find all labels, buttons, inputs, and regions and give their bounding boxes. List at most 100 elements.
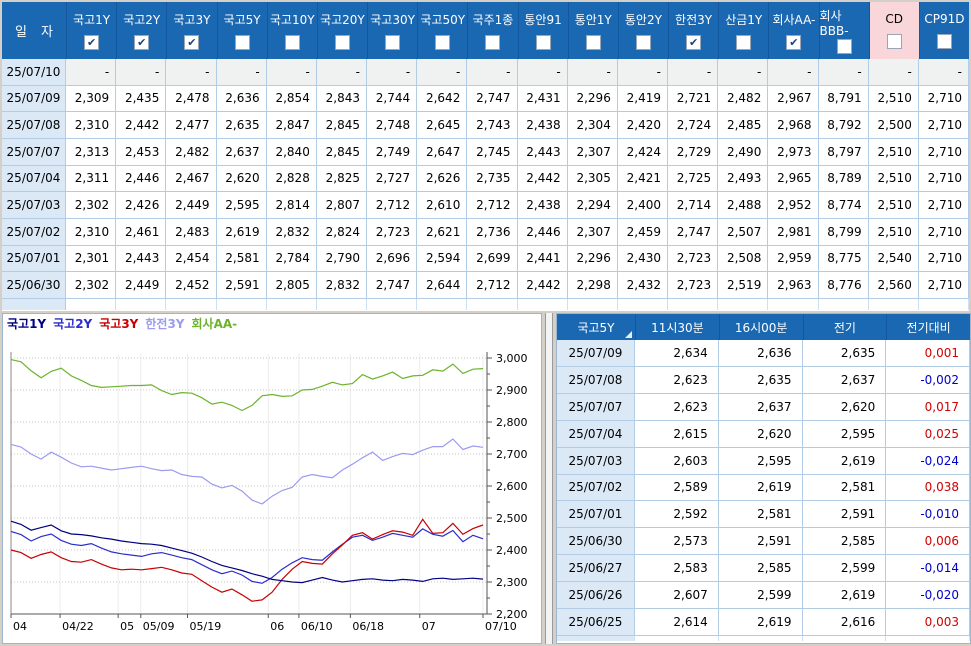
column-header-2[interactable]: 국고3Y ✔: [166, 2, 216, 59]
detail-row[interactable]: 25/07/04 2,615 2,620 2,595 0,025: [557, 420, 970, 448]
column-checkbox-4[interactable]: [284, 34, 300, 50]
detail-row[interactable]: 25/06/26 2,607 2,599 2,619 -0,020: [557, 582, 970, 610]
column-checkbox-1[interactable]: ✔: [134, 34, 150, 50]
rate-value: 2,647: [417, 138, 468, 165]
column-header-3[interactable]: 국고5Y: [216, 2, 267, 59]
strip-cell: [718, 299, 769, 310]
svg-text:07/10: 07/10: [485, 620, 517, 633]
table-row[interactable]: 25/07/02 2,310 2,461 2,483 2,619 2,832 2,824 2,…: [2, 218, 969, 246]
rate-value: 2,490: [718, 138, 769, 165]
column-checkbox-11[interactable]: [635, 34, 651, 50]
column-checkbox-2[interactable]: ✔: [184, 34, 200, 50]
detail-change: -0,014: [886, 555, 970, 582]
detail-1130: 2,603: [635, 447, 719, 474]
table-row[interactable]: 25/07/09 2,309 2,435 2,478 2,636 2,854 2,843 2,…: [2, 85, 969, 113]
rate-value: 8,789: [819, 165, 869, 192]
column-checkbox-0[interactable]: ✔: [84, 34, 100, 50]
detail-row[interactable]: 25/06/27 2,583 2,585 2,599 -0,014: [557, 555, 970, 583]
detail-date: 25/07/03: [557, 447, 635, 474]
column-header-5[interactable]: 국고20Y: [316, 2, 367, 59]
column-header-17[interactable]: CP91D: [918, 2, 969, 59]
detail-row[interactable]: 25/07/07 2,623 2,637 2,620 0,017: [557, 393, 970, 421]
table-row[interactable]: 25/07/01 2,301 2,443 2,454 2,581 2,784 2,790 2,…: [2, 245, 969, 273]
detail-row[interactable]: 25/07/02 2,589 2,619 2,581 0,038: [557, 474, 970, 502]
detail-row[interactable]: 25/07/08 2,623 2,635 2,637 -0,002: [557, 366, 970, 394]
detail-header-0[interactable]: 국고5Y: [557, 314, 635, 340]
table-row[interactable]: 25/07/04 2,311 2,446 2,467 2,620 2,828 2,825 2,…: [2, 165, 969, 193]
column-checkbox-16[interactable]: [886, 33, 902, 49]
splitter-handle[interactable]: [545, 313, 553, 644]
column-checkbox-5[interactable]: [334, 34, 350, 50]
detail-header-4[interactable]: 전기대비: [886, 314, 970, 340]
column-header-4[interactable]: 국고10Y: [266, 2, 317, 59]
table-row[interactable]: 25/07/07 2,313 2,453 2,482 2,637 2,840 2,845 2,…: [2, 138, 969, 166]
svg-text:2,400: 2,400: [496, 544, 528, 557]
column-header-label: 통안2Y: [624, 13, 662, 28]
chart-legend: 국고1Y 국고2Y 국고3Y 한전3Y 회사AA-: [7, 315, 244, 332]
column-header-6[interactable]: 국고30Y: [367, 2, 417, 59]
rate-value: 2,500: [869, 112, 919, 138]
column-checkbox-9[interactable]: [535, 34, 551, 50]
column-checkbox-10[interactable]: [585, 34, 601, 50]
column-header-9[interactable]: 통안91: [517, 2, 568, 59]
detail-date: 25/06/30: [557, 528, 635, 555]
detail-prev: 2,595: [803, 420, 887, 447]
strip-cell: [267, 299, 317, 310]
column-header-15[interactable]: 회사BBB-: [818, 2, 869, 59]
column-header-1[interactable]: 국고2Y ✔: [116, 2, 166, 59]
column-header-8[interactable]: 국주1종: [467, 2, 517, 59]
detail-row[interactable]: 25/07/03 2,603 2,595 2,619 -0,024: [557, 447, 970, 475]
svg-text:2,900: 2,900: [496, 384, 528, 397]
rate-value: 2,825: [317, 165, 367, 192]
column-header-16[interactable]: CD: [868, 2, 919, 59]
column-checkbox-8[interactable]: [485, 34, 501, 50]
panel-splitter[interactable]: [542, 313, 556, 644]
rates-table-header: 일 자 국고1Y ✔ 국고2Y ✔ 국고3Y ✔ 국고5Y 국고10Y 국고20Y 국고30Y 국고…: [2, 2, 969, 59]
column-checkbox-6[interactable]: [385, 34, 401, 50]
column-checkbox-3[interactable]: [234, 34, 250, 50]
column-checkbox-13[interactable]: [736, 34, 752, 50]
detail-change: 0,003: [886, 609, 970, 635]
column-header-13[interactable]: 산금1Y: [718, 2, 768, 59]
detail-1600: 2,636: [719, 340, 803, 366]
rate-value: 2,493: [718, 165, 769, 192]
column-checkbox-15[interactable]: [836, 39, 852, 55]
detail-header-3[interactable]: 전기: [802, 314, 887, 340]
detail-header-2[interactable]: 16시00분: [718, 314, 803, 340]
column-header-7[interactable]: 국고50Y: [417, 2, 467, 59]
detail-table: 국고5Y 11시30분 16시00분 전기 전기대비 25/07/09 2,634 2,63…: [556, 313, 971, 644]
svg-text:05/19: 05/19: [190, 620, 222, 633]
table-row[interactable]: 25/07/03 2,302 2,426 2,449 2,595 2,814 2,807 2,…: [2, 192, 969, 219]
rate-value: 2,510: [869, 138, 919, 165]
detail-row[interactable]: 25/06/25 2,614 2,619 2,616 0,003: [557, 609, 970, 636]
column-header-12[interactable]: 한전3Y ✔: [668, 2, 718, 59]
rate-value: 2,721: [668, 85, 719, 112]
rate-value: 2,442: [518, 272, 568, 298]
table-row[interactable]: 25/07/08 2,310 2,442 2,477 2,635 2,847 2,845 2,…: [2, 112, 969, 139]
detail-row[interactable]: 25/07/09 2,634 2,636 2,635 0,001: [557, 340, 970, 367]
detail-change: -0,010: [886, 501, 970, 528]
column-header-10[interactable]: 통안1Y: [567, 2, 618, 59]
detail-date: 25/07/04: [557, 420, 635, 447]
column-header-0[interactable]: 국고1Y ✔: [66, 2, 116, 59]
rate-value: 2,736: [467, 218, 518, 245]
detail-row[interactable]: 25/06/30 2,573 2,591 2,585 0,006: [557, 528, 970, 556]
rate-value: -: [66, 59, 117, 85]
rate-value: 2,710: [919, 245, 969, 272]
rate-value: 2,301: [66, 245, 117, 272]
table-row[interactable]: 25/07/10- - - - - - - - - - - - - - - - - -: [2, 59, 969, 86]
rate-value: 2,302: [66, 192, 117, 218]
column-checkbox-14[interactable]: ✔: [786, 34, 802, 50]
column-checkbox-17[interactable]: [936, 33, 952, 49]
rate-value: 2,431: [518, 85, 568, 112]
column-checkbox-7[interactable]: [435, 34, 451, 50]
rate-value: -: [316, 59, 367, 85]
column-header-14[interactable]: 회사AA- ✔: [768, 2, 818, 59]
column-header-11[interactable]: 통안2Y: [617, 2, 668, 59]
table-row[interactable]: 25/06/30 2,302 2,449 2,452 2,591 2,805 2,832 2,…: [2, 272, 969, 299]
detail-row[interactable]: 25/07/01 2,592 2,581 2,591 -0,010: [557, 501, 970, 529]
svg-text:05/09: 05/09: [143, 620, 175, 633]
strip-cell: [886, 636, 970, 641]
detail-header-1[interactable]: 11시30분: [635, 314, 719, 340]
column-checkbox-12[interactable]: ✔: [686, 34, 702, 50]
